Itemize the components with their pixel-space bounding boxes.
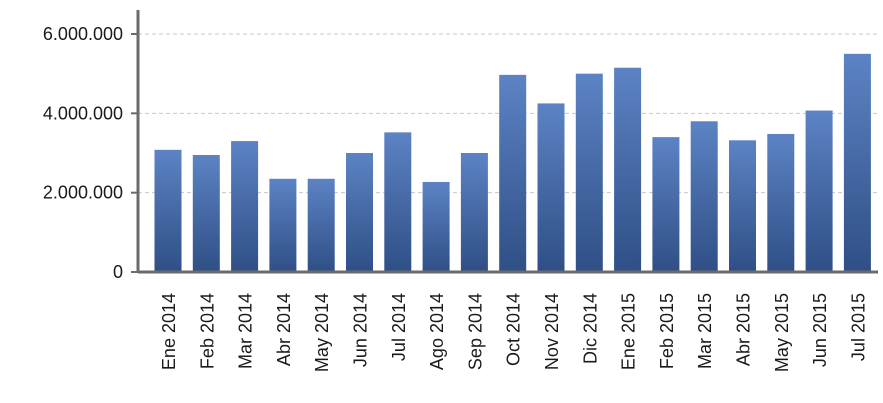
x-tick-label: Abr 2015 [734,293,754,366]
bar-jun-2015 [805,110,833,272]
bar-ene-2015 [614,67,642,272]
x-tick-label: Feb 2014 [197,293,217,369]
x-tick-label: May 2015 [772,293,792,372]
x-tick-label: Feb 2015 [657,293,677,369]
y-tick-labels: 0 2.000.000 4.000.000 6.000.000 [43,24,138,282]
x-tick-label: Nov 2014 [542,293,562,370]
x-tick-label: Ene 2014 [159,293,179,370]
bar-oct-2014 [499,74,527,273]
bar-abr-2014 [269,178,297,272]
bars [154,53,871,273]
x-tick-label: Ene 2015 [619,293,639,370]
x-tick-label: Jun 2014 [351,293,371,367]
bar-may-2015 [767,133,795,272]
bar-dic-2014 [575,73,603,273]
y-tick-label: 6.000.000 [43,24,123,44]
x-tick-label: Abr 2014 [274,293,294,366]
x-tick-label: Mar 2014 [236,293,256,369]
x-tick-label: Jul 2015 [848,293,868,361]
x-tick-label: Ago 2014 [427,293,447,370]
x-tick-labels: Ene 2014 Feb 2014 Mar 2014 Abr 2014 May 2014… [159,293,868,372]
bar-may-2014 [307,178,335,272]
bar-jul-2014 [384,132,412,272]
bar-mar-2014 [231,141,259,272]
axes [136,10,878,274]
x-tick-label: May 2014 [312,293,332,372]
y-tick-label: 4.000.000 [43,103,123,123]
bar-jul-2015 [843,53,871,273]
bar-sep-2014 [460,153,488,272]
bar-feb-2014 [192,154,220,272]
x-tick-label: Dic 2014 [580,293,600,364]
x-tick-label: Jul 2014 [389,293,409,361]
bar-ago-2014 [422,181,450,272]
bar-abr-2015 [729,140,756,272]
bar-ene-2014 [154,149,182,272]
bar-nov-2014 [537,103,565,273]
bar-feb-2015 [652,137,680,272]
x-tick-label: Mar 2015 [695,293,715,369]
bar-jun-2014 [346,153,373,272]
x-tick-label: Jun 2015 [810,293,830,367]
y-tick-label: 2.000.000 [43,183,123,203]
x-tick-label: Oct 2014 [504,293,524,366]
bar-mar-2015 [690,121,718,273]
y-tick-label: 0 [113,262,123,282]
x-tick-label: Sep 2014 [465,293,485,370]
